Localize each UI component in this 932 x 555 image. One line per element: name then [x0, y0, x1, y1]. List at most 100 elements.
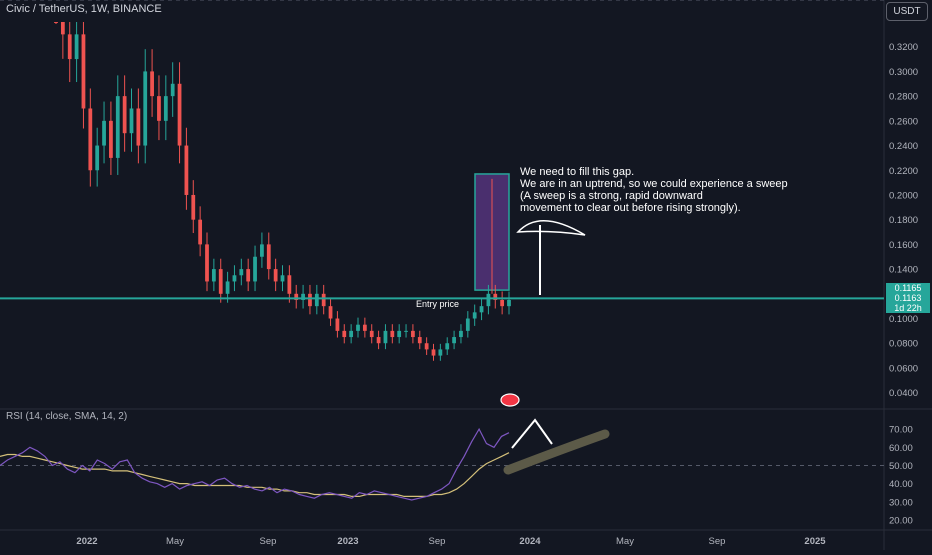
price-tick-label: 0.0800: [889, 339, 918, 350]
candle-body: [225, 281, 230, 294]
rsi-ma-line: [0, 452, 510, 497]
rsi-indicator-label[interactable]: RSI (14, close, SMA, 14, 2): [6, 411, 128, 422]
symbol-title: Civic / TetherUS, 1W, BINANCE: [6, 3, 162, 15]
candle-body: [67, 34, 72, 60]
price-tick-label: 0.0400: [889, 388, 918, 399]
price-tick-label: 0.3200: [889, 42, 918, 53]
candle-body: [445, 343, 450, 350]
rsi-projection-sketch: [503, 429, 610, 475]
candle-body: [459, 330, 463, 338]
time-tick-label: Sep: [709, 536, 726, 547]
candle-body: [438, 349, 443, 356]
candle-body: [88, 108, 93, 171]
candle-body: [500, 299, 505, 307]
rsi-tick-label: 20.00: [889, 516, 913, 527]
candle-body: [397, 330, 402, 338]
candle-body: [404, 330, 408, 332]
candle-body: [211, 269, 216, 282]
time-tick-label: May: [616, 536, 634, 547]
countdown-tag: 1d 22h: [886, 303, 930, 313]
candle-body: [115, 96, 120, 158]
candle-body: [465, 318, 470, 331]
candle-body: [60, 22, 65, 35]
candle-body: [184, 145, 189, 195]
rsi-tick-label: 60.00: [889, 443, 913, 454]
candle-body: [136, 108, 141, 146]
candle-body: [95, 145, 100, 171]
price-tick-label: 0.2400: [889, 141, 918, 152]
candle-body: [349, 330, 354, 338]
event-marker-icon: [500, 393, 520, 407]
candle-body: [205, 244, 209, 282]
candle-body: [232, 275, 237, 282]
candle-body: [342, 330, 347, 338]
price-tick-label: 0.2000: [889, 190, 918, 201]
rsi-peak-sketch: [511, 418, 553, 449]
price-tick-label: 0.2600: [889, 116, 918, 127]
time-tick-label: 2022: [76, 536, 97, 547]
arrow-head: [516, 219, 586, 236]
candle-body: [383, 330, 388, 344]
candle-body: [198, 219, 203, 245]
candle-body: [328, 306, 333, 319]
candle-body: [81, 34, 86, 109]
candle-body: [129, 108, 134, 134]
candle-body: [472, 312, 477, 319]
price-tick-label: 0.1600: [889, 240, 918, 251]
time-tick-label: Sep: [260, 536, 277, 547]
time-tick-label: 2024: [519, 536, 541, 547]
entry-price-label: Entry price: [416, 299, 460, 309]
candle-body: [486, 293, 491, 307]
candle-body: [411, 330, 415, 338]
candle-body: [424, 343, 429, 350]
price-tick-label: 0.2200: [889, 166, 918, 177]
candle-body: [369, 330, 374, 338]
candle-body: [321, 293, 326, 307]
candle-body: [143, 71, 148, 146]
candle-body: [122, 96, 127, 134]
candle-body: [218, 269, 223, 294]
candle-body: [177, 83, 182, 146]
candle-body: [260, 244, 264, 257]
candle-body: [191, 194, 196, 220]
candle-body: [479, 306, 484, 313]
candle-body: [273, 269, 278, 282]
time-tick-label: 2023: [337, 536, 358, 547]
candle-body: [452, 337, 456, 344]
last-price-tag: 0.1165: [886, 283, 930, 293]
candle-body: [376, 337, 381, 344]
candle-body: [287, 275, 292, 294]
candle-body: [163, 96, 168, 121]
candle-body: [170, 83, 175, 97]
price-tick-label: 0.0600: [889, 363, 918, 374]
candle-body: [335, 318, 340, 331]
rsi-tick-label: 30.00: [889, 497, 913, 508]
price-tick-label: 0.1400: [889, 265, 918, 276]
candle-body: [431, 349, 436, 356]
time-tick-label: May: [166, 536, 184, 547]
rsi-line: [0, 427, 510, 501]
candle-body: [266, 244, 271, 270]
candle-body: [246, 269, 251, 282]
annotation-text[interactable]: We need to fill this gap. We are in an u…: [520, 166, 788, 214]
time-tick-label: Sep: [429, 536, 446, 547]
candle-body: [507, 299, 511, 307]
candle-body: [102, 120, 106, 146]
candle-body: [356, 324, 360, 331]
candle-body: [294, 293, 299, 300]
rsi-tick-label: 40.00: [889, 479, 913, 490]
candle-body: [253, 256, 257, 282]
candle-body: [301, 293, 305, 300]
candle-body: [390, 330, 395, 338]
candle-body: [150, 71, 154, 97]
currency-selector[interactable]: USDT: [886, 2, 928, 21]
candle-body: [493, 293, 498, 300]
candle-body: [157, 96, 161, 121]
candle-body: [74, 34, 79, 60]
price-tick-label: 0.3000: [889, 67, 918, 78]
price-tick-label: 0.1800: [889, 215, 918, 226]
candle-body: [54, 22, 58, 23]
level-price-tag: 0.1163: [886, 293, 930, 303]
